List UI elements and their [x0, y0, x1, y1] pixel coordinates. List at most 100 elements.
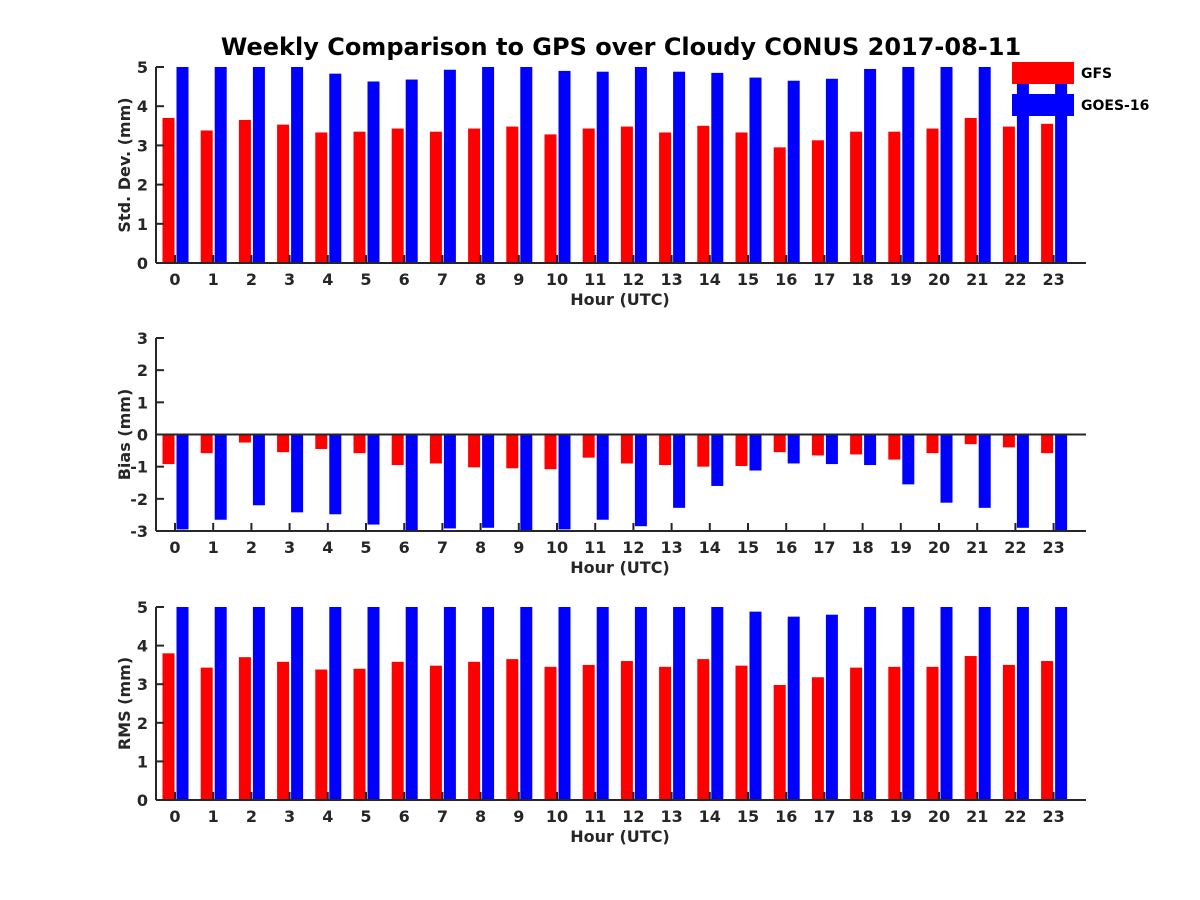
x-tick-label: 19 [890, 538, 912, 557]
bar-goes-16-hour-1 [214, 607, 227, 800]
bar-gfs-hour-16 [773, 684, 786, 800]
bar-gfs-hour-8 [468, 128, 481, 263]
bar-goes-16-hour-5 [367, 434, 380, 525]
bar-goes-16-hour-10 [558, 607, 571, 800]
x-tick-label: 13 [660, 538, 682, 557]
bar-gfs-hour-21 [964, 117, 977, 264]
bar-goes-16-hour-12 [634, 607, 647, 800]
x-tick-label: 12 [622, 807, 644, 826]
x-tick-label: 17 [813, 270, 835, 289]
bar-goes-16-hour-1 [214, 67, 227, 263]
bar-gfs-hour-15 [735, 132, 748, 263]
bar-gfs-hour-6 [391, 661, 404, 800]
y-tick-label: 1 [137, 752, 148, 771]
bar-goes-16-hour-12 [634, 434, 647, 527]
bar-gfs-hour-23 [1041, 123, 1054, 263]
bar-gfs-hour-13 [659, 434, 672, 466]
y-tick-label: -3 [130, 522, 148, 541]
x-tick-label: 19 [890, 807, 912, 826]
bar-goes-16-hour-16 [787, 434, 800, 464]
bar-goes-16-hour-4 [329, 73, 342, 263]
x-tick-label: 5 [360, 538, 371, 557]
bar-goes-16-hour-0 [176, 607, 189, 800]
bar-gfs-hour-14 [697, 434, 710, 467]
bar-gfs-hour-3 [277, 434, 290, 453]
x-tick-label: 17 [813, 807, 835, 826]
bar-goes-16-hour-22 [1016, 607, 1029, 800]
y-tick-label: 4 [137, 637, 148, 656]
y-tick-label: 1 [137, 393, 148, 412]
bar-goes-16-hour-7 [443, 69, 456, 263]
x-axis-label: Hour (UTC) [570, 827, 670, 846]
x-axis-label: Hour (UTC) [570, 558, 670, 577]
x-tick-label: 22 [1004, 807, 1026, 826]
x-tick-label: 17 [813, 538, 835, 557]
x-tick-label: 20 [928, 807, 950, 826]
bar-goes-16-hour-4 [329, 607, 342, 800]
x-tick-label: 22 [1004, 538, 1026, 557]
x-tick-label: 10 [546, 807, 568, 826]
bar-gfs-hour-12 [620, 434, 633, 464]
bar-goes-16-hour-21 [978, 607, 991, 800]
bar-gfs-hour-13 [659, 132, 672, 263]
y-tick-label: 1 [137, 215, 148, 234]
y-tick-label: 2 [137, 176, 148, 195]
x-tick-label: 4 [322, 807, 333, 826]
x-tick-label: 10 [546, 538, 568, 557]
bar-gfs-hour-13 [659, 666, 672, 800]
bar-gfs-hour-9 [506, 126, 519, 263]
x-tick-label: 19 [890, 270, 912, 289]
bar-gfs-hour-18 [850, 434, 863, 455]
bar-goes-16-hour-11 [596, 607, 609, 800]
bar-goes-16-hour-18 [864, 68, 877, 264]
bar-gfs-hour-23 [1041, 661, 1054, 800]
x-tick-label: 2 [246, 538, 257, 557]
x-tick-label: 14 [699, 538, 721, 557]
x-tick-label: 18 [851, 538, 873, 557]
x-tick-label: 20 [928, 538, 950, 557]
x-tick-label: 23 [1042, 807, 1064, 826]
bar-gfs-hour-18 [850, 131, 863, 263]
bar-goes-16-hour-15 [749, 77, 762, 263]
bar-gfs-hour-11 [582, 128, 595, 263]
bar-gfs-hour-19 [888, 434, 901, 460]
x-tick-label: 7 [437, 807, 448, 826]
x-tick-label: 9 [513, 270, 524, 289]
y-tick-label: -2 [130, 490, 148, 509]
bar-gfs-hour-1 [200, 667, 213, 800]
bar-gfs-hour-7 [429, 434, 442, 464]
bar-goes-16-hour-2 [252, 434, 265, 506]
bar-goes-16-hour-9 [520, 607, 533, 800]
x-tick-label: 11 [584, 807, 606, 826]
bar-gfs-hour-22 [1002, 664, 1015, 800]
bar-gfs-hour-5 [353, 434, 366, 454]
y-tick-label: 5 [137, 58, 148, 77]
x-tick-label: 0 [169, 807, 180, 826]
x-tick-label: 7 [437, 538, 448, 557]
x-tick-label: 4 [322, 538, 333, 557]
x-tick-label: 3 [284, 807, 295, 826]
bar-gfs-hour-8 [468, 661, 481, 800]
bar-gfs-hour-6 [391, 434, 404, 466]
bar-goes-16-hour-8 [482, 67, 495, 263]
x-tick-label: 6 [399, 270, 410, 289]
bar-gfs-hour-23 [1041, 434, 1054, 454]
legend: GFS GOES-16 [1012, 62, 1149, 116]
bar-goes-16-hour-9 [520, 67, 533, 263]
bar-gfs-hour-20 [926, 666, 939, 800]
x-tick-label: 11 [584, 538, 606, 557]
bar-goes-16-hour-13 [673, 434, 686, 508]
bar-goes-16-hour-21 [978, 434, 991, 508]
bar-goes-16-hour-1 [214, 434, 227, 520]
bar-gfs-hour-21 [964, 434, 977, 445]
x-tick-label: 13 [660, 270, 682, 289]
y-tick-label: -1 [130, 458, 148, 477]
bar-goes-16-hour-23 [1055, 607, 1068, 800]
bar-gfs-hour-22 [1002, 126, 1015, 263]
x-tick-label: 18 [851, 807, 873, 826]
bar-gfs-hour-17 [811, 434, 824, 456]
bar-gfs-hour-20 [926, 434, 939, 454]
bar-goes-16-hour-11 [596, 71, 609, 263]
y-tick-label: 3 [137, 136, 148, 155]
